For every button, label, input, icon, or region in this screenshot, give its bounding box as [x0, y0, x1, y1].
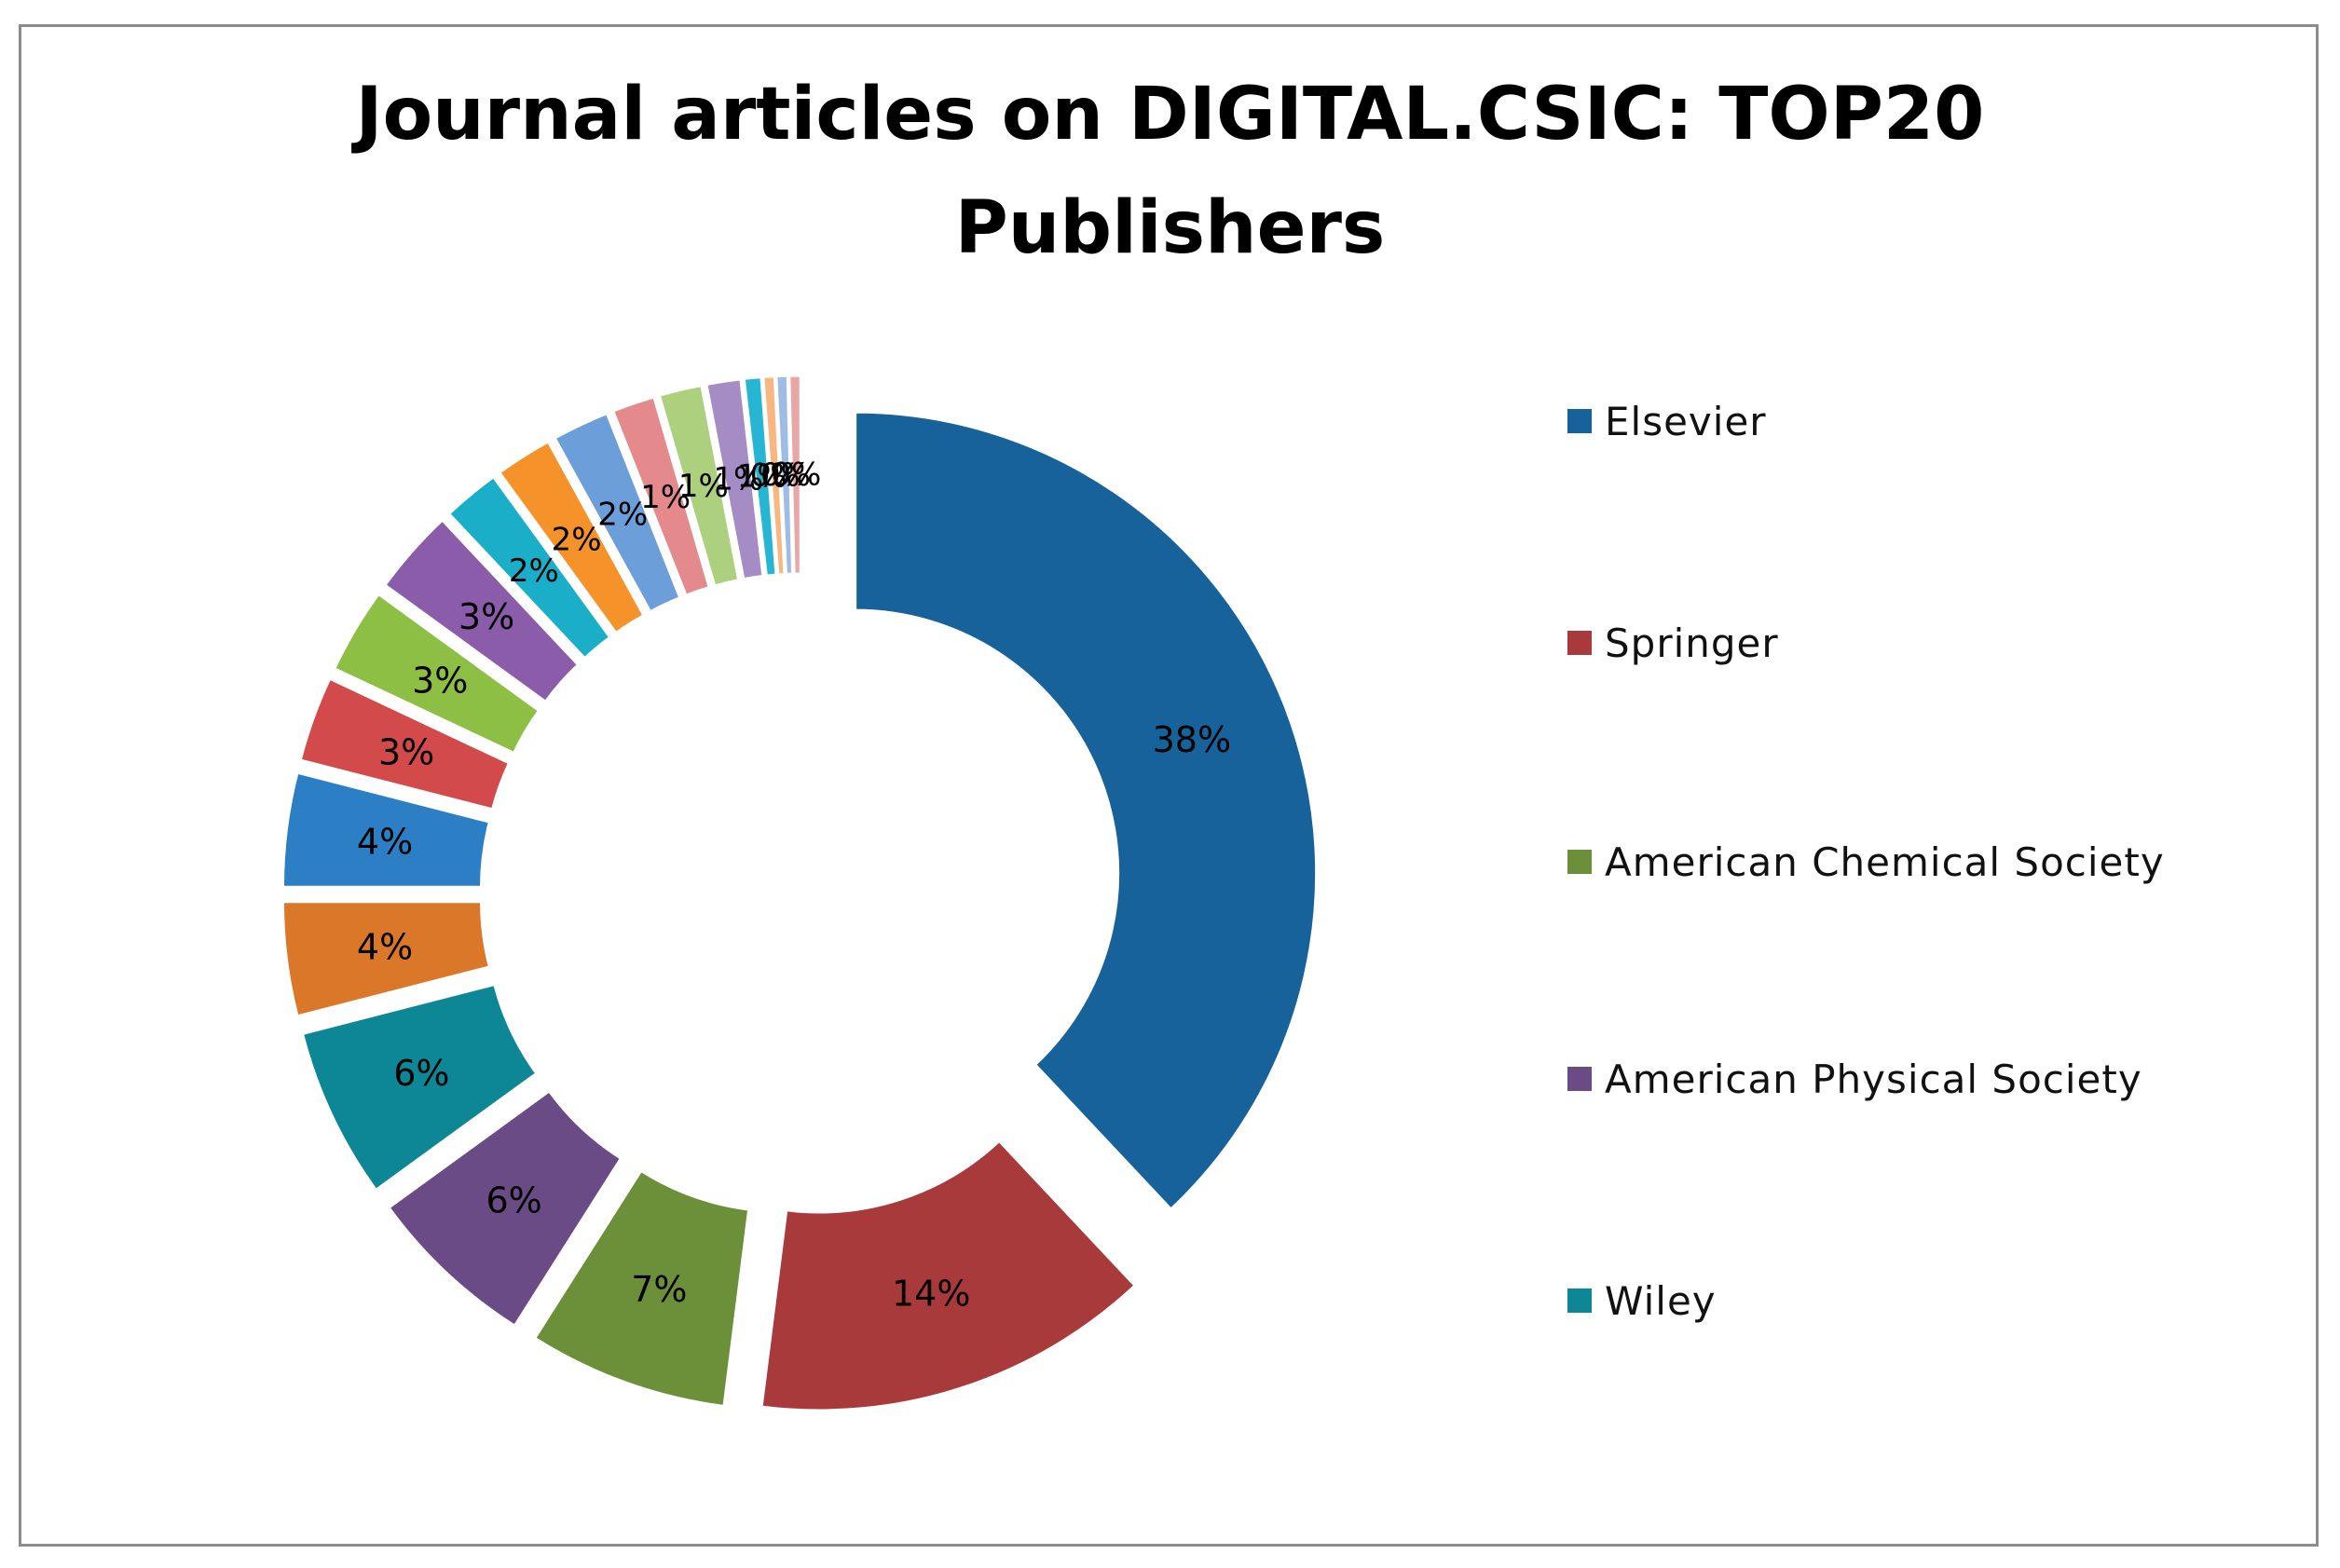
slice-publisher-20 — [787, 374, 802, 576]
legend-swatch — [1567, 850, 1592, 874]
legend-label: Wiley — [1605, 1277, 1717, 1324]
slice-label: 6% — [393, 1053, 449, 1094]
slice-label: 2% — [509, 552, 559, 590]
slice-label: 1% — [640, 479, 691, 516]
slice-publisher-10 — [382, 518, 581, 704]
slice-publisher-17 — [742, 375, 778, 578]
slice-label: 6% — [486, 1179, 541, 1220]
chart-title-line-1: Journal articles on DIGITAL.CSIC: TOP20 — [355, 73, 1985, 157]
slices-layer — [281, 374, 1319, 1412]
slice-label: 3% — [412, 661, 468, 702]
legend-label: Elsevier — [1605, 398, 1767, 444]
slice-publisher-6 — [281, 900, 492, 1018]
slice-american-chemical-society — [532, 1168, 751, 1409]
slice-publisher-12 — [497, 439, 646, 635]
legend-swatch — [1567, 631, 1592, 655]
slice-label: 2% — [552, 522, 602, 559]
slice-label: 7% — [631, 1269, 687, 1310]
slice-label: 3% — [458, 596, 514, 637]
labels-layer: 38%14%7%6%6%4%4%3%3%3%2%2%2%1%1%1%1%0%0%… — [357, 457, 1231, 1315]
slice-label: 0% — [760, 457, 811, 494]
slice-label: 4% — [357, 822, 413, 863]
legend-label: American Physical Society — [1605, 1056, 2142, 1102]
legend-label: American Chemical Society — [1605, 839, 2165, 885]
slice-label: 2% — [597, 496, 648, 533]
legend-swatch — [1567, 1288, 1592, 1313]
legend-swatch — [1567, 409, 1592, 433]
legend-item-springer: Springer — [1567, 615, 1779, 671]
slice-publisher-16 — [705, 377, 765, 581]
slice-publisher-11 — [446, 474, 612, 661]
legend-item-elsevier: Elsevier — [1567, 393, 1767, 449]
slice-publisher-18 — [761, 375, 787, 577]
slice-label: 0% — [750, 457, 801, 494]
slice-springer — [759, 1139, 1138, 1412]
slice-label: 14% — [892, 1273, 970, 1314]
slice-label: 38% — [1153, 719, 1231, 760]
slice-label: 4% — [357, 926, 413, 967]
slice-label: 3% — [378, 731, 434, 772]
slice-label: 1% — [678, 468, 729, 505]
slice-publisher-15 — [657, 383, 741, 588]
legend-item-american-physical-society: American Physical Society — [1567, 1051, 2142, 1107]
slice-publisher-7 — [281, 770, 492, 889]
legend-item-wiley: Wiley — [1567, 1273, 1717, 1329]
legend-label: Springer — [1605, 620, 1779, 666]
slice-label: 0% — [771, 457, 821, 494]
chart-title-line-2: Publishers — [954, 186, 1386, 270]
slice-publisher-14 — [610, 395, 712, 598]
slice-publisher-13 — [553, 411, 682, 614]
slice-american-physical-society — [386, 1088, 623, 1329]
slice-publisher-9 — [332, 592, 541, 756]
chart-title: Journal articles on DIGITAL.CSIC: TOP20 … — [0, 58, 2340, 285]
legend-item-american-chemical-society: American Chemical Society — [1567, 834, 2165, 890]
slice-elsevier — [854, 410, 1319, 1212]
slice-label: 1% — [713, 461, 763, 498]
slice-publisher-8 — [298, 676, 512, 811]
slice-publisher-19 — [774, 374, 795, 576]
slice-wiley — [300, 982, 539, 1193]
slice-label: 1% — [737, 457, 787, 495]
legend-swatch — [1567, 1067, 1592, 1091]
